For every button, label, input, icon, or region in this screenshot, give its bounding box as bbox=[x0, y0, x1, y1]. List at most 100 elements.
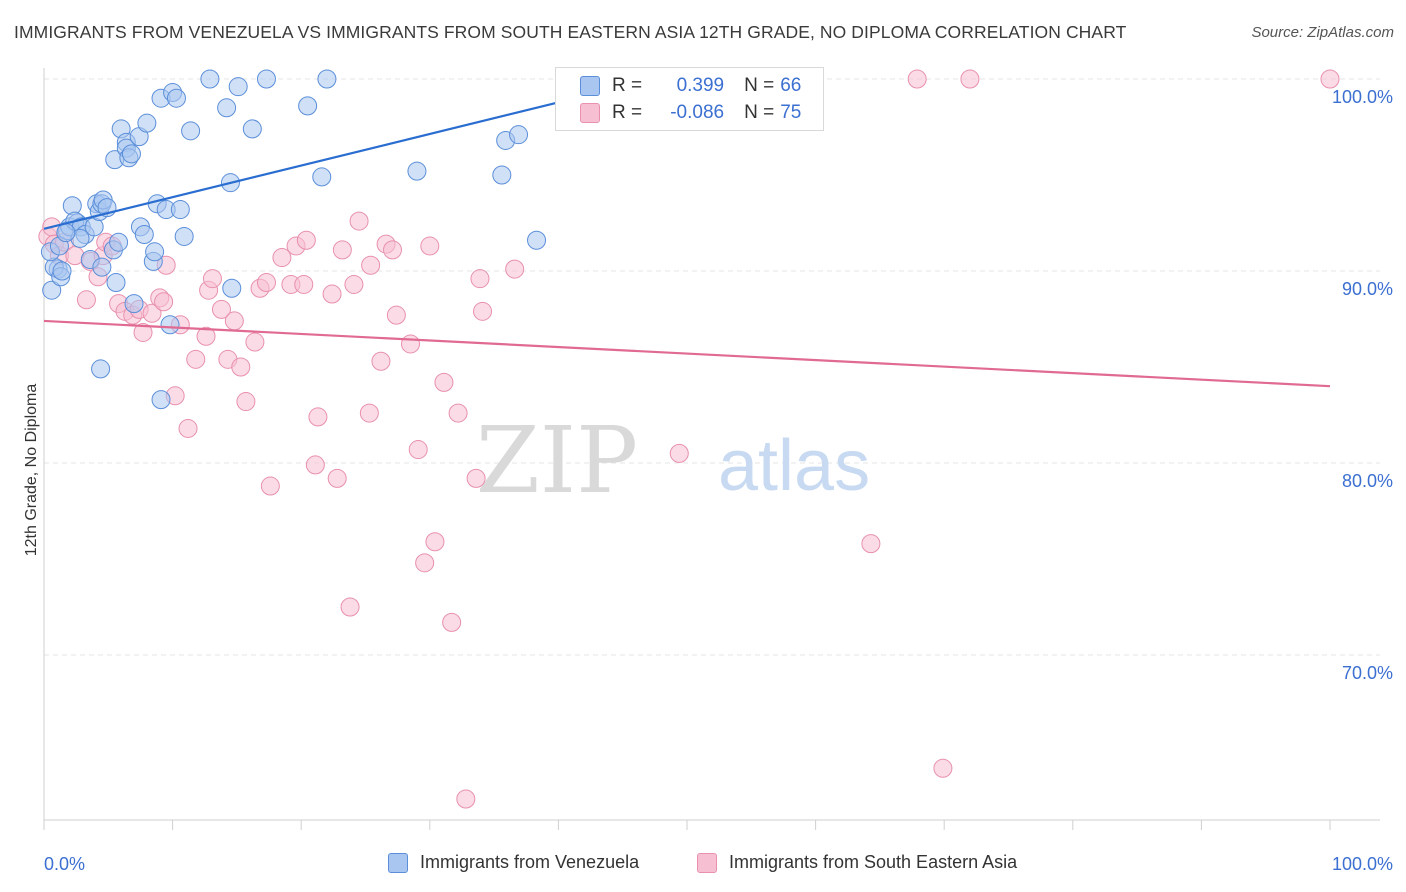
point-sea-71 bbox=[1320, 69, 1340, 89]
point-venezuela-53 bbox=[317, 69, 337, 89]
point-venezuela-17 bbox=[92, 257, 112, 277]
point-sea-23 bbox=[186, 349, 206, 369]
point-venezuela-52 bbox=[312, 167, 332, 187]
point-venezuela-55 bbox=[492, 165, 512, 185]
legend-row-sea: R = -0.086 N = 75 bbox=[580, 101, 801, 125]
legend-swatch-sea bbox=[580, 103, 600, 123]
series-swatch-venezuela bbox=[388, 852, 408, 873]
point-venezuela-34 bbox=[145, 242, 165, 262]
point-sea-50 bbox=[361, 255, 381, 275]
point-sea-47 bbox=[344, 274, 364, 294]
point-sea-49 bbox=[359, 403, 379, 423]
legend-r-label: R = bbox=[612, 102, 643, 123]
x-tick-label-max: 100.0% bbox=[1332, 854, 1393, 874]
point-venezuela-32 bbox=[137, 113, 157, 133]
point-sea-72 bbox=[933, 758, 953, 778]
point-venezuela-31 bbox=[134, 225, 154, 245]
y-axis-label: 12th Grade, No Diploma bbox=[23, 383, 40, 557]
point-sea-34 bbox=[256, 273, 276, 293]
point-venezuela-51 bbox=[298, 96, 318, 116]
point-sea-48 bbox=[349, 211, 369, 231]
point-venezuela-28 bbox=[121, 144, 141, 164]
point-venezuela-50 bbox=[256, 69, 276, 89]
point-sea-69 bbox=[907, 69, 927, 89]
point-sea-45 bbox=[332, 240, 352, 260]
point-sea-30 bbox=[231, 357, 251, 377]
correlation-legend: R = 0.399 N = 66 R = -0.086 N = 75 bbox=[555, 67, 824, 131]
point-sea-60 bbox=[434, 372, 454, 392]
point-venezuela-42 bbox=[174, 226, 194, 246]
point-sea-40 bbox=[294, 274, 314, 294]
source-label: Source: ZipAtlas.com bbox=[1251, 24, 1394, 41]
point-venezuela-45 bbox=[217, 98, 237, 118]
point-sea-62 bbox=[448, 403, 468, 423]
point-venezuela-54 bbox=[407, 161, 427, 181]
point-sea-46 bbox=[340, 597, 360, 617]
point-sea-53 bbox=[383, 240, 403, 260]
point-sea-55 bbox=[401, 334, 421, 354]
watermark-zip: ZIP bbox=[476, 407, 638, 514]
point-sea-41 bbox=[305, 455, 325, 475]
point-sea-59 bbox=[425, 532, 445, 552]
point-sea-24 bbox=[196, 326, 216, 346]
point-sea-51 bbox=[371, 351, 391, 371]
legend-n-label: N = bbox=[744, 102, 775, 123]
legend-r-value-venezuela: 0.399 bbox=[676, 75, 725, 96]
point-sea-36 bbox=[272, 248, 292, 268]
legend-n-value-venezuela: 66 bbox=[780, 75, 802, 96]
point-sea-39 bbox=[296, 230, 316, 250]
point-sea-17 bbox=[142, 303, 162, 323]
point-sea-58 bbox=[420, 236, 440, 256]
point-venezuela-49 bbox=[242, 119, 262, 139]
y-tick-label-90: 90.0% bbox=[1342, 279, 1393, 299]
point-sea-65 bbox=[473, 301, 493, 321]
legend-r-value-sea: -0.086 bbox=[670, 102, 725, 123]
point-venezuela-40 bbox=[166, 88, 186, 108]
point-sea-56 bbox=[408, 440, 428, 460]
point-venezuela-47 bbox=[222, 278, 242, 298]
point-venezuela-4 bbox=[52, 261, 72, 281]
legend-n-label: N = bbox=[744, 75, 775, 96]
y-tick-label-80: 80.0% bbox=[1342, 471, 1393, 491]
point-venezuela-57 bbox=[509, 125, 529, 145]
point-venezuela-59 bbox=[124, 294, 144, 314]
legend-swatch-venezuela bbox=[580, 76, 600, 96]
point-sea-16 bbox=[133, 322, 153, 342]
trend-line-venezuela bbox=[43, 100, 560, 230]
point-sea-44 bbox=[327, 468, 347, 488]
point-sea-43 bbox=[322, 284, 342, 304]
series-legend-sea[interactable]: Immigrants from South Eastern Asia bbox=[697, 852, 1017, 873]
point-sea-31 bbox=[236, 392, 256, 412]
chart-title: IMMIGRANTS FROM VENEZUELA VS IMMIGRANTS … bbox=[14, 22, 1127, 42]
point-sea-73 bbox=[456, 789, 476, 809]
series-label-sea: Immigrants from South Eastern Asia bbox=[729, 852, 1018, 872]
point-venezuela-44 bbox=[200, 69, 220, 89]
trend-line-sea bbox=[43, 319, 1331, 388]
point-venezuela-43 bbox=[181, 121, 201, 141]
point-sea-42 bbox=[308, 407, 328, 427]
point-sea-61 bbox=[442, 612, 462, 632]
point-sea-6 bbox=[76, 290, 96, 310]
legend-r-label: R = bbox=[612, 75, 643, 96]
point-sea-74 bbox=[154, 292, 174, 312]
legend-row-venezuela: R = 0.399 N = 66 bbox=[580, 74, 801, 98]
watermark-atlas: atlas bbox=[718, 426, 870, 506]
point-sea-27 bbox=[211, 299, 231, 319]
point-venezuela-65 bbox=[56, 223, 76, 243]
point-sea-57 bbox=[415, 553, 435, 573]
point-sea-26 bbox=[202, 269, 222, 289]
point-venezuela-60 bbox=[91, 359, 111, 379]
series-legend: Immigrants from Venezuela Immigrants fro… bbox=[0, 852, 1406, 878]
point-venezuela-38 bbox=[160, 315, 180, 335]
point-sea-32 bbox=[245, 332, 265, 352]
series-legend-venezuela[interactable]: Immigrants from Venezuela bbox=[388, 852, 639, 873]
point-sea-66 bbox=[505, 259, 525, 279]
y-tick-label-100: 100.0% bbox=[1332, 87, 1393, 107]
point-sea-67 bbox=[669, 443, 689, 463]
point-venezuela-58 bbox=[527, 230, 547, 250]
legend-n-value-sea: 75 bbox=[780, 102, 802, 123]
point-venezuela-48 bbox=[228, 77, 248, 97]
point-sea-68 bbox=[861, 534, 881, 554]
point-venezuela-61 bbox=[151, 390, 171, 410]
